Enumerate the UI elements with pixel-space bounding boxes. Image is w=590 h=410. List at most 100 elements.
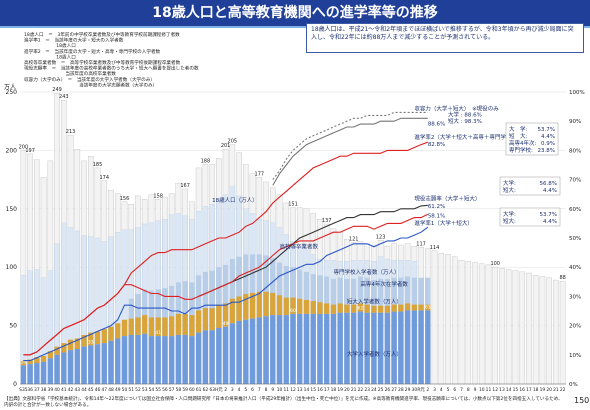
bar-vocational-entrants <box>364 277 370 305</box>
bar-university-entrants <box>297 313 303 384</box>
bar-vocational-entrants <box>283 266 289 298</box>
bar-vocational-entrants <box>391 277 397 305</box>
bar-university-entrants <box>317 313 323 384</box>
x-tick-label: 58 <box>176 387 182 393</box>
bar-junior-college-entrants <box>175 313 182 335</box>
x-tick-label: 27 <box>391 387 397 393</box>
bar-vocational-entrants <box>209 270 215 309</box>
x-tick-label: 21 <box>553 387 559 393</box>
bar-junior-college-entrants <box>324 303 330 314</box>
bar-vocational-entrants <box>378 278 384 306</box>
population-value-label: 188 <box>201 158 211 164</box>
bar-vocational-entrants <box>270 257 276 293</box>
x-tick-label: 10 <box>479 387 485 393</box>
info-box-text: 18歳人口は、平成21～令和2年頃までほぼ横ばいで推移するが、令和3年頃から再び… <box>311 26 574 41</box>
bar-junior-college-entrants <box>74 338 80 349</box>
bar-university-entrants <box>364 312 370 384</box>
bar-junior-college-entrants <box>357 303 364 312</box>
bar-junior-college-entrants <box>148 317 155 337</box>
bar-university-entrants <box>135 334 141 384</box>
legend-item: 当該年度の大学志願者数（大学のみ） <box>24 81 157 88</box>
bar-university-entrants <box>256 317 262 384</box>
line-annotation: 収容力（大学＋短大） ※現役のみ <box>414 105 499 113</box>
x-tick-label: 4 <box>440 387 443 393</box>
bar-university-entrants <box>202 330 208 384</box>
bar-annotation: 高校等卒業者数 <box>280 243 319 251</box>
bar-junior-college-entrants <box>196 310 202 333</box>
bar-university-entrants <box>121 336 128 384</box>
x-tick-label: 7 <box>258 387 261 393</box>
line-series <box>23 213 429 356</box>
x-tick-label: 40 <box>54 387 60 393</box>
population-value-label: 243 <box>59 94 69 100</box>
population-value-label: 156 <box>120 196 130 202</box>
population-value-label: 151 <box>288 202 298 208</box>
population-value-label: 249 <box>52 87 62 93</box>
bar-vocational-entrants <box>175 282 182 314</box>
x-tick-label: 25 <box>378 387 384 393</box>
x-tick-label: 22 <box>358 387 364 393</box>
university-value-label: 60 <box>290 308 296 314</box>
bar-vocational-entrants <box>330 278 337 305</box>
x-tick-label: 55 <box>155 387 161 393</box>
x-tick-label: 3 <box>231 387 234 393</box>
bar-junior-college-entrants <box>378 305 384 313</box>
x-tick-label: 5 <box>244 387 247 393</box>
x-tick-label: 61 <box>196 387 202 393</box>
bar-population <box>472 262 478 385</box>
bar-vocational-entrants <box>263 255 269 292</box>
rate-box-3-label: 短大: <box>503 217 516 225</box>
line-annotation: 進学率2（大学＋短大＋高専＋専門学校） <box>414 133 517 141</box>
legend-item: 現役志願率 ＝ 当該年度の高校卒業者数のうち大学・短大へ願書を提出した者の数 <box>24 65 199 72</box>
bar-junior-college-entrants <box>209 308 215 331</box>
x-tick-label: 6 <box>251 387 254 393</box>
population-value-label: 100 <box>490 261 500 267</box>
bar-university-entrants <box>94 344 101 384</box>
x-tick-label: 5 <box>447 387 450 393</box>
bar-vocational-entrants <box>297 269 303 299</box>
bar-university-entrants <box>196 332 202 384</box>
x-tick-label: 52 <box>135 387 141 393</box>
x-tick-label: 38 <box>41 387 47 393</box>
population-value-label: 213 <box>66 129 76 135</box>
bar-junior-college-entrants <box>155 317 161 337</box>
bar-junior-college-entrants <box>189 315 195 337</box>
x-tick-label: 56 <box>162 387 168 393</box>
bar-university-entrants <box>88 345 94 384</box>
bar-vocational-entrants <box>418 277 424 305</box>
bar-junior-college-entrants <box>283 297 289 316</box>
bar-junior-college-entrants <box>40 355 47 362</box>
x-tick-label: 62 <box>203 387 209 393</box>
y-left-tick-label: 0 <box>13 381 17 388</box>
y-right-tick-label: 20% <box>569 324 581 330</box>
y-left-tick-label: 100 <box>6 264 18 271</box>
bar-university-entrants <box>270 315 276 384</box>
bar-population <box>499 268 505 385</box>
population-value-label: 185 <box>93 162 103 168</box>
rate-box-2-value: 23.8% <box>538 148 555 154</box>
bar-university-entrants <box>169 336 175 384</box>
rate-box-3-value: 4.4% <box>543 219 557 225</box>
rate-box-1-label: 大学: <box>503 179 516 187</box>
x-tick-label: 2 <box>426 387 429 393</box>
x-tick-label: 49 <box>115 387 121 393</box>
x-tick-label: 14 <box>506 387 512 393</box>
bar-university-entrants <box>249 318 256 384</box>
line-series <box>198 204 428 297</box>
bar-junior-college-entrants <box>243 294 249 320</box>
bar-junior-college-entrants <box>263 291 269 317</box>
bar-junior-college-entrants <box>202 308 208 331</box>
bar-junior-college-entrants <box>61 343 67 353</box>
y-right-tick-label: 90% <box>569 119 581 125</box>
x-tick-label: 15 <box>513 387 519 393</box>
population-value-label: 158 <box>153 193 163 199</box>
legend-item: 18歳人口 <box>24 53 76 60</box>
bar-vocational-entrants <box>351 278 357 305</box>
bar-university-entrants <box>243 319 249 384</box>
bar-university-entrants <box>351 312 357 384</box>
y-left-tick-label: 150 <box>6 206 18 213</box>
bar-junior-college-entrants <box>88 332 94 346</box>
bar-university-entrants <box>425 310 431 384</box>
x-tick-label: 18 <box>533 387 539 393</box>
bar-vocational-entrants <box>202 271 208 309</box>
